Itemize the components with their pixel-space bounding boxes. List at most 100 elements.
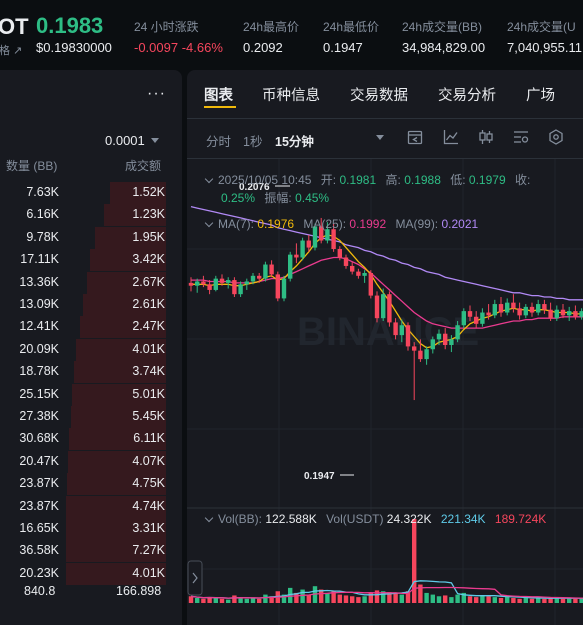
- order-book-row[interactable]: 17.11K 3.42K: [0, 249, 182, 272]
- order-book-row[interactable]: 23.87K 4.74K: [0, 495, 182, 518]
- volume-bar: [337, 594, 342, 603]
- indicator-icon[interactable]: [442, 128, 460, 146]
- more-options-icon[interactable]: ···: [147, 85, 166, 102]
- depth-bar: [80, 316, 166, 339]
- order-book-row[interactable]: 18.78K 3.74K: [0, 361, 182, 384]
- order-book-row[interactable]: 23.87K 4.75K: [0, 473, 182, 496]
- row-amount: 23.87K: [19, 498, 59, 513]
- depth-bar: [69, 428, 166, 451]
- candlestick-chart[interactable]: BINANCE 0.2076 0.1947: [187, 159, 583, 625]
- tab-chart[interactable]: 图表: [204, 88, 233, 104]
- stat-high-value: 0.2092: [243, 40, 283, 55]
- tab-trading-analysis[interactable]: 交易分析: [438, 88, 496, 104]
- volume-bar: [393, 592, 398, 603]
- tab-coin-info[interactable]: 币种信息: [262, 88, 320, 104]
- candle-body: [412, 346, 417, 351]
- tick-size-select[interactable]: 0.0001: [105, 133, 159, 148]
- volume-bar: [319, 589, 324, 603]
- volume-bar: [244, 598, 249, 603]
- collapse-icon[interactable]: [204, 218, 214, 228]
- calendar-icon[interactable]: [406, 128, 424, 146]
- high-mark-label: 0.2076: [239, 182, 270, 193]
- depth-bar: [67, 473, 166, 496]
- volume-bar: [350, 596, 355, 603]
- volume-bar: [381, 591, 386, 603]
- candle-body: [319, 226, 324, 241]
- candles: [188, 217, 583, 401]
- order-book-row[interactable]: 36.58K 7.27K: [0, 540, 182, 563]
- candle-body: [529, 306, 535, 313]
- volume-bar: [467, 596, 473, 603]
- order-book-row[interactable]: 20.47K 4.07K: [0, 450, 182, 473]
- order-book-row[interactable]: 27.38K 5.45K: [0, 406, 182, 428]
- volume-bar: [542, 598, 547, 603]
- candle-body: [288, 254, 293, 279]
- candle-type-icon[interactable]: [477, 128, 495, 146]
- stat-change-value: -0.0097 -4.66%: [134, 40, 223, 55]
- interval-time[interactable]: 分时: [206, 135, 232, 149]
- volume-bar: [288, 587, 293, 603]
- candle-body: [306, 240, 311, 248]
- volume-bar: [374, 590, 380, 603]
- row-amount: 27.38K: [19, 409, 59, 423]
- order-book-row[interactable]: 7.63K 1.52K: [0, 182, 182, 204]
- row-total: 2.67K: [132, 274, 165, 289]
- candle-body: [331, 229, 336, 249]
- volume-bar: [443, 595, 448, 603]
- row-total: 4.74K: [132, 498, 165, 513]
- row-total: 4.75K: [132, 476, 165, 491]
- collapse-icon[interactable]: [204, 513, 214, 523]
- hexagon-settings-icon[interactable]: [547, 128, 565, 146]
- volume-bar: [486, 596, 491, 603]
- order-book-row[interactable]: 12.41K 2.47K: [0, 316, 182, 339]
- row-amount: 18.78K: [19, 364, 59, 379]
- order-book-row[interactable]: 13.36K 2.67K: [0, 271, 182, 294]
- row-total: 2.47K: [132, 319, 165, 334]
- candle-body: [567, 311, 572, 316]
- tab-square[interactable]: 广场: [526, 88, 555, 104]
- expand-toggle[interactable]: [187, 560, 203, 596]
- candle-body: [424, 349, 429, 360]
- volume-bar: [511, 597, 516, 603]
- candle-body: [294, 254, 299, 258]
- volume-bar: [567, 597, 572, 603]
- candle-body: [393, 322, 398, 336]
- candle-body: [523, 306, 528, 316]
- col-total-header: 成交额: [125, 159, 162, 173]
- row-amount: 13.09K: [19, 297, 59, 311]
- volume-ma-line: [190, 586, 583, 599]
- ohlc-info: 2025/10/05 10:45 开: 0.1981 高: 0.1988 低: …: [204, 171, 530, 188]
- tab-trading-data[interactable]: 交易数据: [350, 88, 408, 104]
- interval-dropdown-icon[interactable]: [376, 135, 384, 140]
- row-amount: 30.68K: [19, 431, 59, 446]
- candle-body: [467, 311, 473, 317]
- order-book-row[interactable]: 13.09K 2.61K: [0, 294, 182, 316]
- order-book-row[interactable]: 20.09K 4.01K: [0, 338, 182, 361]
- order-book-row[interactable]: 20.23K 4.01K: [0, 562, 182, 585]
- order-book-row[interactable]: 25.15K 5.01K: [0, 383, 182, 406]
- interval-1s[interactable]: 1秒: [243, 135, 263, 149]
- order-book-row[interactable]: 16.65K 3.31K: [0, 518, 182, 540]
- stat-low-label: 24h最低价: [323, 20, 380, 34]
- row-amount: 16.65K: [19, 521, 59, 535]
- volume-bar: [498, 597, 504, 603]
- interval-15m[interactable]: 15分钟: [275, 135, 314, 149]
- candle-body: [281, 278, 287, 299]
- collapse-icon[interactable]: [204, 174, 214, 184]
- candle-body: [195, 281, 200, 286]
- volume-bar: [517, 598, 522, 603]
- candle-body: [374, 295, 380, 319]
- order-book-row[interactable]: 6.16K 1.23K: [0, 204, 182, 227]
- volume-bar: [362, 596, 367, 603]
- symbol-name[interactable]: OT: [0, 14, 29, 39]
- order-book-row[interactable]: 30.68K 6.11K: [0, 428, 182, 451]
- candle-body: [362, 273, 367, 276]
- candle-body: [399, 325, 404, 336]
- settings-list-icon[interactable]: [512, 128, 530, 146]
- volume-ma-lines: [190, 580, 583, 599]
- row-total: 7.27K: [132, 543, 165, 558]
- stat-high-label: 24h最高价: [243, 20, 300, 34]
- row-total: 3.31K: [132, 521, 165, 535]
- candle-body: [486, 312, 491, 316]
- order-book-row[interactable]: 9.78K 1.95K: [0, 226, 182, 249]
